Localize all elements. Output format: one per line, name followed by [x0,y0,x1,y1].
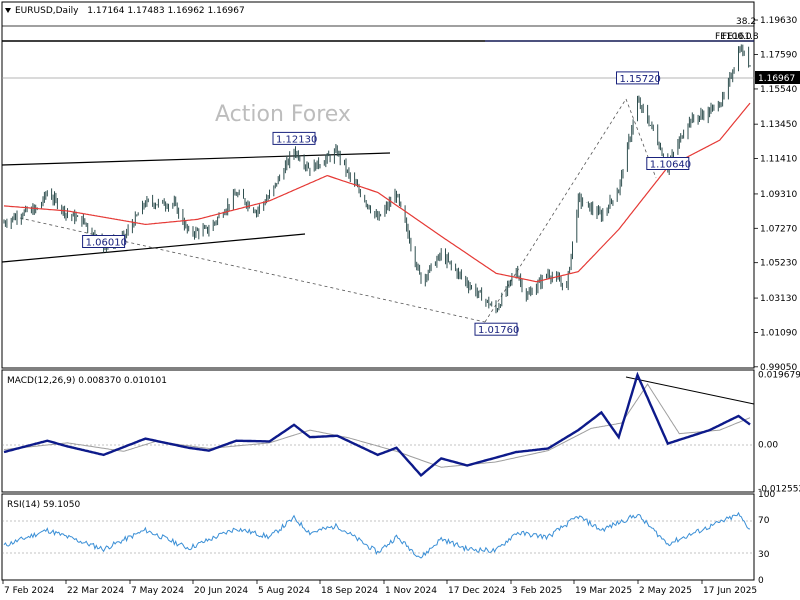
rsi-tick-label: 0 [758,576,764,586]
svg-text:EURUSD,Daily 1.17164 1.17483 1: EURUSD,Daily 1.17164 1.17483 1.16962 1.1… [15,6,245,16]
macd-tick-label: -0.012552 [758,485,800,495]
rsi-tick-label: 30 [758,550,770,560]
price-tick-label: 1.07270 [760,224,797,234]
date-tick-label: 20 Jun 2024 [194,586,248,596]
annotation-label: 1.06010 [86,238,127,249]
price-tick-label: 1.13450 [760,120,797,130]
date-tick-label: 3 Feb 2025 [512,586,562,596]
annotation-box [272,131,316,145]
price-tick-label: 1.03130 [760,294,797,304]
date-tick-label: 22 Mar 2024 [67,586,124,596]
svg-text:RSI(14) 59.1050: RSI(14) 59.1050 [7,500,80,510]
ohlc-values: 1.17164 1.17483 1.16962 1.16967 [87,6,244,16]
rsi-line [3,511,751,559]
rsi-tick-label: 70 [758,516,770,526]
rsi-pane-frame [1,493,755,581]
fib-labels: 38.2 FE100.0 FE161.8 [715,17,759,42]
date-tick-label: 17 Jun 2025 [703,586,757,596]
rsi-title: RSI(14) [7,500,40,510]
annotation-box [616,71,659,85]
macd-values: 0.008370 0.010101 [78,376,167,386]
annotation-label: 1.15720 [620,74,661,85]
price-pane-frame [1,1,755,369]
date-tick-label: 1 Nov 2024 [385,586,437,596]
symbol-label: EURUSD,Daily [15,6,79,16]
macd-pane-frame [1,369,755,493]
annotation-box [474,322,518,336]
fib-label-fe100: FE100.0 [715,32,752,42]
price-annotation: 1.12130 [272,131,317,145]
price-tick-label: 1.15540 [760,85,797,95]
date-tick-label: 2 May 2025 [639,586,692,596]
macd-tick-label: 0.019679 [758,371,800,381]
annotation-box [646,157,690,170]
macd-tick-label: 0.00 [758,440,778,450]
rsi-tick-label: 100 [758,490,775,500]
price-header: EURUSD,Daily 1.17164 1.17483 1.16962 1.1… [5,6,245,16]
price-annotation: 1.06010 [82,235,127,249]
date-axis: 7 Feb 2024 22 Mar 2024 7 May 2024 20 Jun 20… [2,580,757,596]
price-tick-label: 0.99050 [760,363,797,373]
macd-axis: 0.019679 0.00 -0.012552 [758,371,800,495]
rsi-layer [2,511,754,559]
price-annotation: 1.10640 [646,157,691,171]
fib-label-fe161: FE161.8 [722,32,759,42]
price-tick-label: 1.17590 [760,50,797,60]
annotations-layer: 1.12130 1.06010 1.01760 1.15720 1.10640 [82,71,691,336]
price-tick-label: 1.11410 [760,155,797,165]
channel-lower-line [1,233,306,263]
rsi-axis: 100 70 30 0 [758,490,775,586]
date-tick-label: 5 Aug 2024 [258,586,310,596]
rsi-values: 59.1050 [43,500,80,510]
annotation-box [82,235,126,248]
date-tick-label: 17 Dec 2024 [448,586,506,596]
date-tick-label: 7 Feb 2024 [4,586,55,596]
current-price-label: 1.16967 [758,74,795,84]
date-tick-label: 18 Sep 2024 [321,586,378,596]
dropdown-triangle-icon [5,8,11,13]
date-tick-label: 7 May 2024 [131,586,184,596]
annotation-label: 1.01760 [478,325,519,336]
price-annotation: 1.15720 [616,71,661,85]
moving-average-line [3,102,751,283]
annotation-label: 1.10640 [650,160,691,171]
macd-divergence-line [625,376,755,405]
macd-title: MACD(12,26,9) [7,376,75,386]
svg-text:MACD(12,26,9) 0.008370 0.01010: MACD(12,26,9) 0.008370 0.010101 [7,376,167,386]
price-axis: 1.19630 1.17590 1.15540 1.13450 1.11410 1.093… [754,16,797,373]
macd-main-line [3,371,751,478]
date-tick-label: 19 Mar 2025 [575,586,632,596]
macd-layer [2,371,754,478]
trend-dashed-retrace [625,98,657,179]
price-tick-label: 1.19630 [760,16,797,26]
price-annotation: 1.01760 [474,322,519,336]
price-tick-label: 1.01090 [760,328,797,338]
current-price-marker: 1.16967 [755,71,800,84]
price-tick-label: 1.09310 [760,190,797,200]
annotation-label: 1.12130 [276,134,317,145]
watermark: Action Forex [215,102,351,127]
price-tick-label: 1.05230 [760,259,797,269]
fib-label-38: 38.2 [736,17,756,27]
